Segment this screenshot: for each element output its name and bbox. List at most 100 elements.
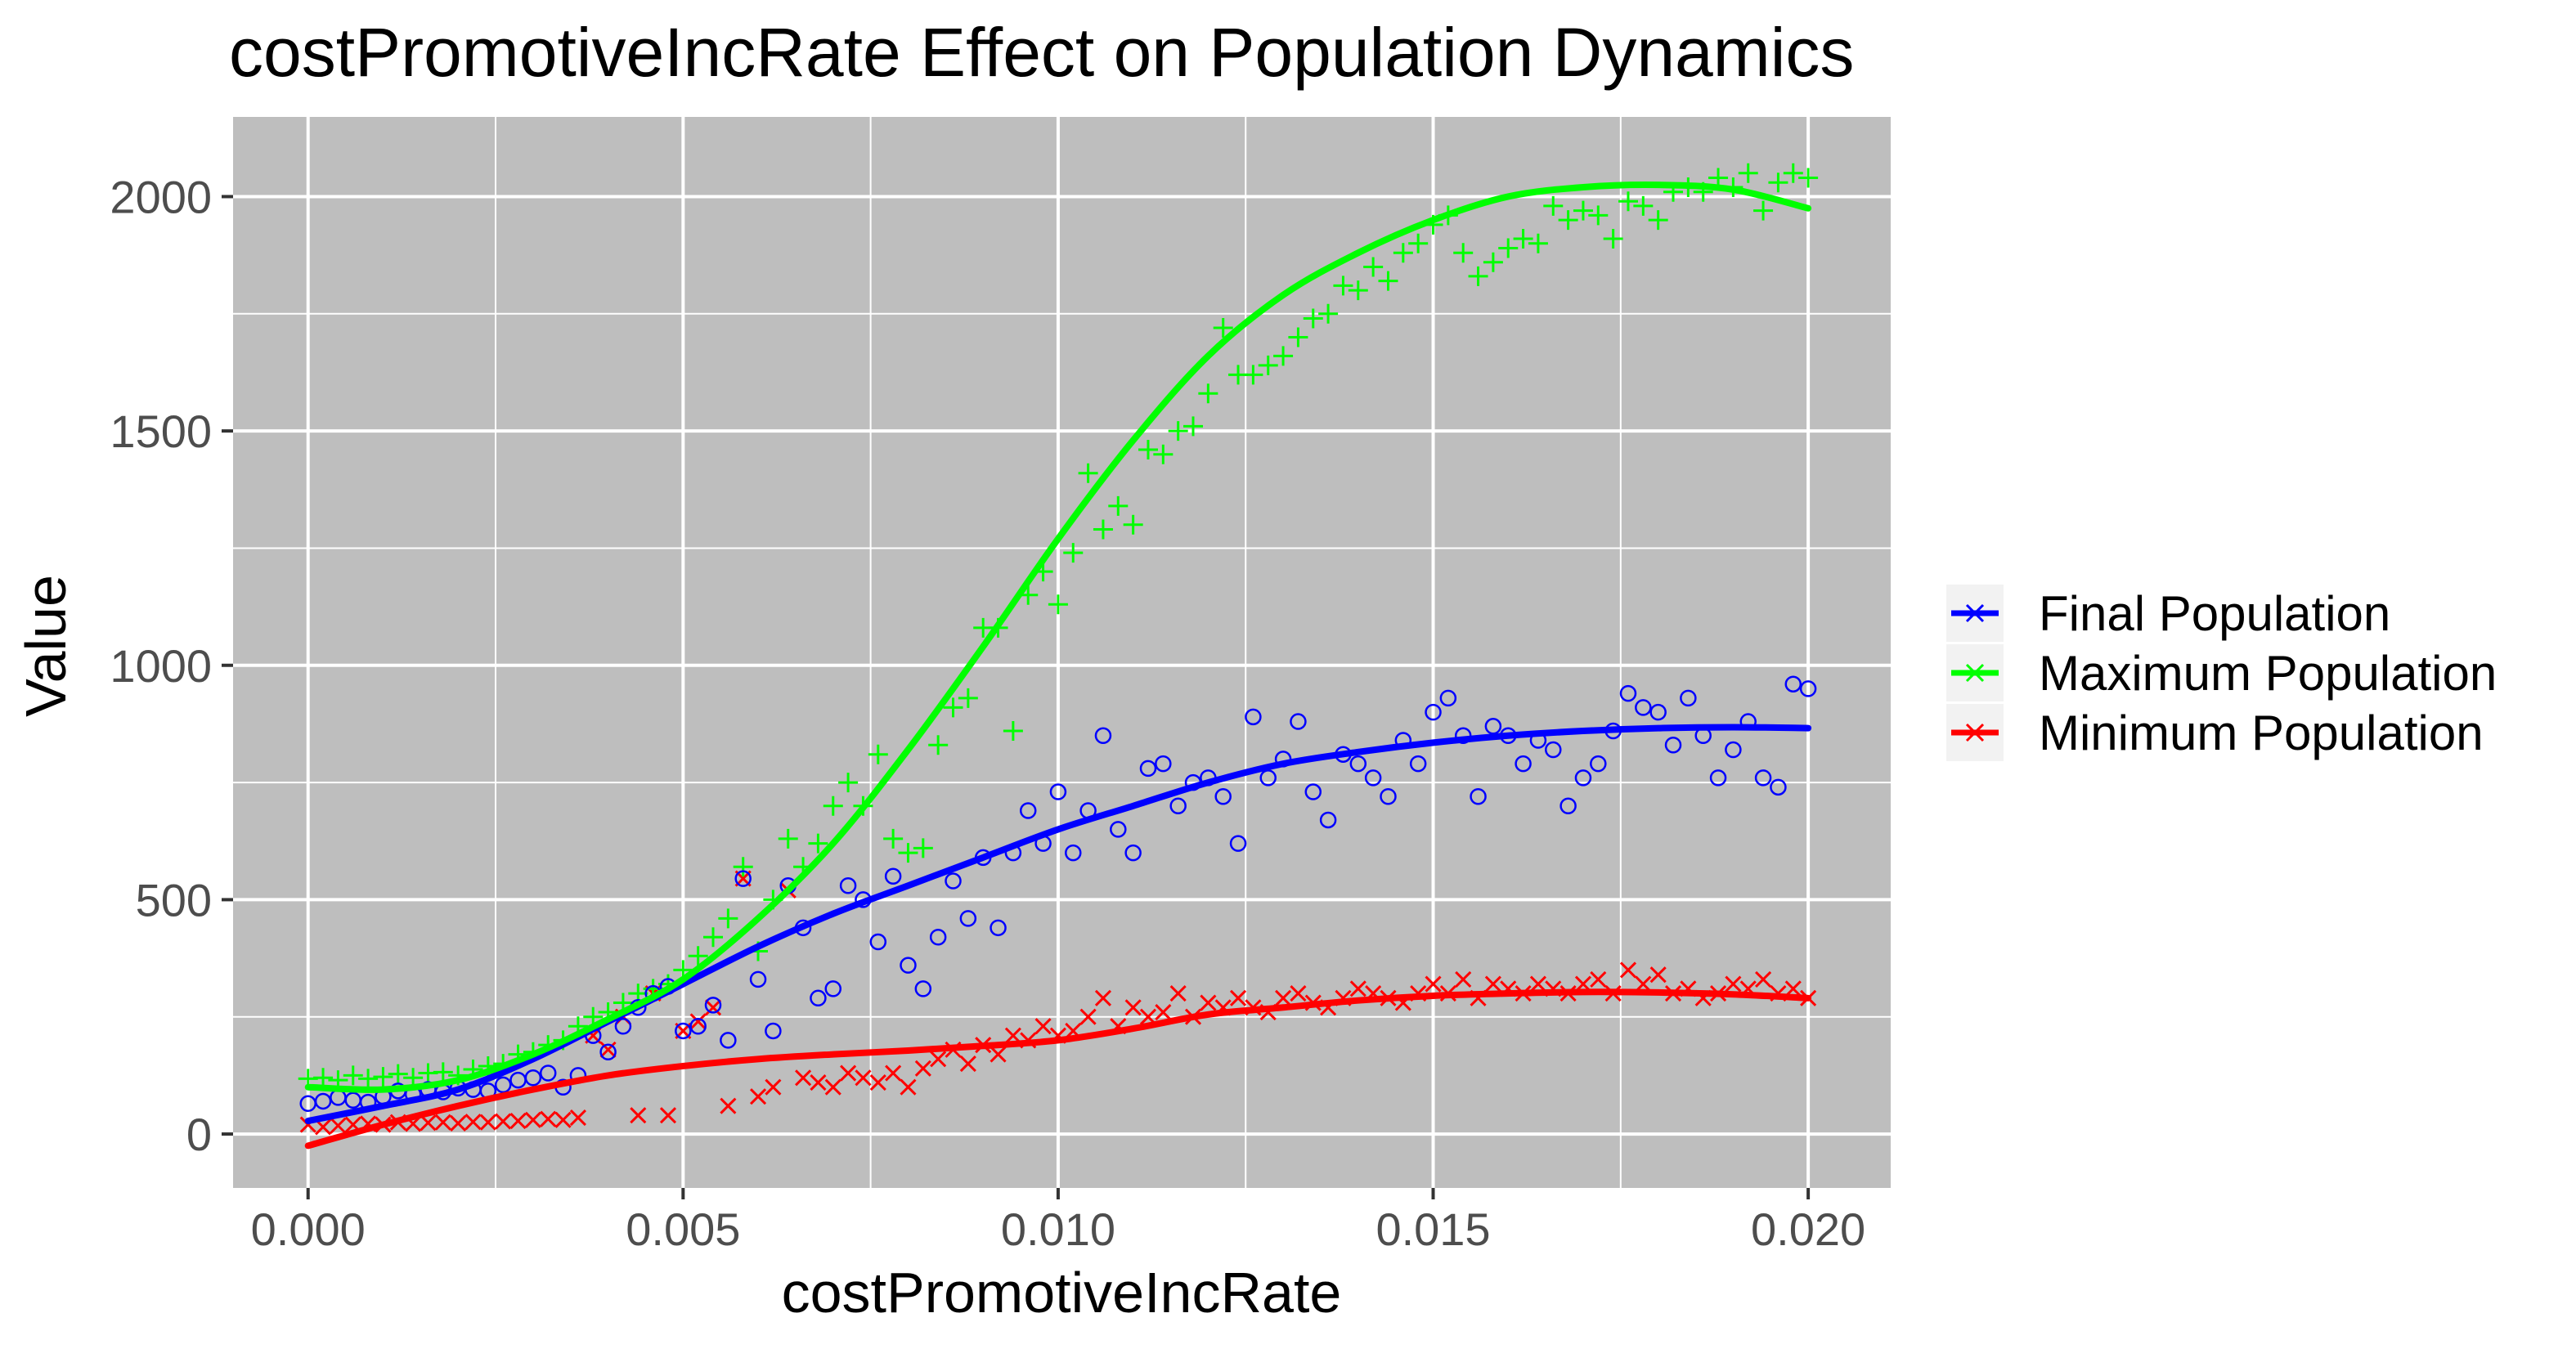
data-point (675, 1022, 692, 1040)
data-point (883, 828, 904, 849)
data-point (1349, 755, 1367, 773)
data-point (1123, 514, 1143, 535)
data-point (433, 1062, 453, 1082)
data-point (765, 1078, 782, 1096)
data-point (1168, 421, 1188, 441)
y-tick-label: 1000 (110, 640, 212, 692)
data-point (810, 1073, 827, 1091)
data-point (1799, 680, 1817, 697)
data-point (1484, 975, 1501, 993)
y-tick-label: 1500 (110, 406, 212, 457)
data-point (749, 1088, 767, 1105)
data-point (1784, 675, 1802, 692)
y-tick-label: 0 (186, 1109, 212, 1160)
data-point (1034, 1018, 1052, 1035)
data-point (824, 980, 842, 997)
legend-label: Minimum Population (2039, 706, 2484, 760)
data-point (1139, 760, 1157, 778)
data-point (945, 872, 962, 890)
y-tick-label: 2000 (110, 171, 212, 222)
data-point (1619, 961, 1637, 979)
data-point (795, 1069, 812, 1087)
data-point (869, 1073, 886, 1091)
data-point (1513, 229, 1533, 249)
data-point (959, 910, 977, 927)
data-point (554, 1111, 572, 1128)
legend-label: Maximum Population (2039, 646, 2497, 701)
data-point (1528, 233, 1548, 253)
data-point (1470, 788, 1487, 805)
data-point (1409, 755, 1427, 773)
data-point (810, 989, 827, 1007)
data-point (630, 1107, 647, 1124)
legend-key-marker (1964, 663, 1986, 683)
data-point (659, 1107, 677, 1124)
data-point (808, 833, 828, 854)
data-point (1229, 835, 1247, 852)
data-point (1754, 769, 1772, 787)
data-point (1169, 985, 1187, 1002)
data-point (688, 946, 708, 966)
data-point (914, 980, 932, 997)
data-point (1770, 778, 1787, 796)
plot-area (233, 117, 1891, 1188)
legend-label: Final Population (2039, 586, 2390, 641)
data-point (494, 1076, 512, 1094)
legend-item-maximum-population: Maximum Population (1946, 644, 2497, 701)
y-axis-title: Value (14, 575, 78, 717)
x-tick-label: 0.010 (1001, 1203, 1115, 1255)
data-point (1198, 383, 1218, 404)
data-point (900, 1078, 917, 1096)
smooth-line-minimum-population (304, 988, 1812, 1150)
data-point (1304, 783, 1322, 800)
data-point (1258, 355, 1278, 375)
data-point (1425, 975, 1442, 993)
data-point (929, 929, 947, 946)
data-point (1290, 713, 1307, 730)
data-point (1603, 229, 1623, 249)
data-point (823, 796, 843, 816)
data-point (1635, 699, 1652, 716)
data-point (930, 1051, 947, 1068)
data-point (1664, 736, 1682, 754)
data-point (1784, 980, 1802, 997)
data-point (824, 1078, 841, 1096)
x-tick-label: 0.005 (626, 1203, 740, 1255)
data-point (913, 838, 933, 858)
data-point (749, 970, 767, 988)
data-point (1364, 769, 1382, 787)
data-point (540, 1110, 557, 1127)
data-point (1543, 195, 1564, 216)
data-point (1124, 999, 1142, 1016)
data-point (703, 927, 724, 948)
data-point (855, 1069, 872, 1087)
data-point (1725, 975, 1742, 993)
data-point (778, 828, 798, 849)
x-tick-label: 0.020 (1751, 1203, 1865, 1255)
legend-key-marker (1964, 723, 1986, 742)
data-point (839, 876, 857, 894)
data-point (1649, 703, 1667, 721)
data-point (614, 1017, 632, 1035)
data-point (1590, 970, 1607, 988)
data-point (1108, 495, 1129, 516)
data-point (1439, 689, 1457, 707)
data-point (330, 1117, 347, 1134)
data-point (720, 1032, 737, 1049)
data-point (524, 1111, 541, 1128)
data-point (1380, 788, 1397, 805)
data-point (1515, 755, 1532, 773)
y-axis-ticks: 0 500 1000 1500 2000 (110, 171, 233, 1160)
data-point (1094, 727, 1112, 745)
data-point (733, 857, 753, 877)
data-point (1618, 191, 1638, 212)
data-point (1094, 989, 1112, 1006)
plot-background (233, 117, 1891, 1188)
data-point (599, 1043, 617, 1060)
data-point (420, 1114, 437, 1132)
data-point (1110, 821, 1127, 838)
data-point (343, 1065, 363, 1086)
chart-title: costPromotiveIncRate Effect on Populatio… (229, 14, 1854, 91)
